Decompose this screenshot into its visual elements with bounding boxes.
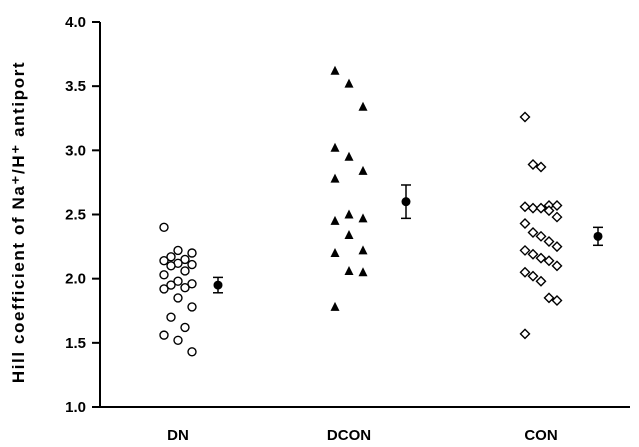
data-point-dn xyxy=(187,302,197,312)
data-point-dn xyxy=(166,252,176,262)
data-points xyxy=(159,65,563,357)
data-point-dcon xyxy=(330,65,340,75)
data-point-con xyxy=(519,217,531,229)
data-point-con xyxy=(535,275,547,287)
data-point-con xyxy=(519,328,531,340)
data-point-dcon xyxy=(358,245,368,255)
data-point-dcon xyxy=(344,78,354,88)
data-point-dcon xyxy=(344,265,354,275)
data-point-dcon xyxy=(330,173,340,183)
data-point-con xyxy=(535,202,547,214)
data-point-con xyxy=(551,294,563,306)
data-point-dn xyxy=(173,276,183,286)
axes: 1.0 1.5 2.0 2.5 3.0 3.5 4.0 DN DCON CON xyxy=(65,14,630,444)
y-tick-label: 4.0 xyxy=(65,14,86,31)
data-point-dcon xyxy=(330,142,340,152)
data-point-dn xyxy=(173,293,183,303)
data-point-con xyxy=(543,235,555,247)
mean-markers xyxy=(213,184,603,294)
data-point-con xyxy=(519,266,531,278)
x-category-label: DCON xyxy=(327,427,371,444)
data-point-con xyxy=(527,158,539,170)
data-point-dn xyxy=(180,254,190,265)
data-point-con xyxy=(519,111,531,123)
data-point-dn xyxy=(173,245,183,256)
data-point-dn xyxy=(159,270,169,280)
data-point-dn xyxy=(187,259,197,270)
data-point-dcon xyxy=(358,213,368,223)
data-point-con xyxy=(535,252,547,264)
data-point-dcon xyxy=(358,165,368,175)
y-tick-label: 1.0 xyxy=(65,399,86,416)
y-tick-label: 3.0 xyxy=(65,142,86,159)
data-point-dn xyxy=(173,335,183,345)
x-category-label: DN xyxy=(167,427,189,444)
mean-point xyxy=(593,231,603,241)
data-point-con xyxy=(527,248,539,260)
data-point-con xyxy=(551,211,563,223)
data-point-dcon xyxy=(344,209,354,219)
data-point-dn xyxy=(187,279,197,289)
data-point-con xyxy=(527,202,539,214)
mean-point xyxy=(213,280,223,290)
mean-point xyxy=(401,197,411,207)
y-tick-label: 2.0 xyxy=(65,271,86,288)
data-point-dcon xyxy=(330,301,340,311)
y-axis-label: Hill coefficient of Na⁺/H⁺ antiport xyxy=(9,61,28,383)
data-point-dcon xyxy=(330,215,340,225)
data-point-dn xyxy=(187,248,197,258)
y-tick-label: 1.5 xyxy=(65,335,86,352)
data-point-con xyxy=(551,200,563,212)
data-point-con xyxy=(535,230,547,242)
data-point-dn xyxy=(180,282,190,293)
data-point-con xyxy=(543,255,555,267)
data-point-dcon xyxy=(330,248,340,257)
data-point-dcon xyxy=(358,267,368,277)
data-point-con xyxy=(543,292,555,304)
data-point-dcon xyxy=(358,101,368,111)
data-point-con xyxy=(519,201,531,213)
y-tick-label: 3.5 xyxy=(65,78,86,95)
data-point-con xyxy=(535,161,547,173)
data-point-dn xyxy=(166,280,176,290)
data-point-con xyxy=(551,241,563,253)
data-point-dn xyxy=(159,222,169,233)
x-category-label: CON xyxy=(524,427,557,444)
data-point-dn xyxy=(187,347,197,357)
data-point-dn xyxy=(159,284,169,294)
data-point-dn xyxy=(159,256,169,266)
data-point-dcon xyxy=(344,151,354,161)
data-point-dn xyxy=(180,322,190,333)
y-tick-label: 2.5 xyxy=(65,207,86,224)
data-point-con xyxy=(551,260,563,272)
data-point-dcon xyxy=(344,230,354,240)
data-point-con xyxy=(543,205,555,217)
data-point-dn xyxy=(166,261,176,271)
data-point-con xyxy=(519,244,531,256)
data-point-con xyxy=(527,270,539,282)
data-point-con xyxy=(527,226,539,238)
data-point-dn xyxy=(180,266,190,276)
data-point-dn xyxy=(166,312,176,322)
data-point-dn xyxy=(159,330,169,340)
